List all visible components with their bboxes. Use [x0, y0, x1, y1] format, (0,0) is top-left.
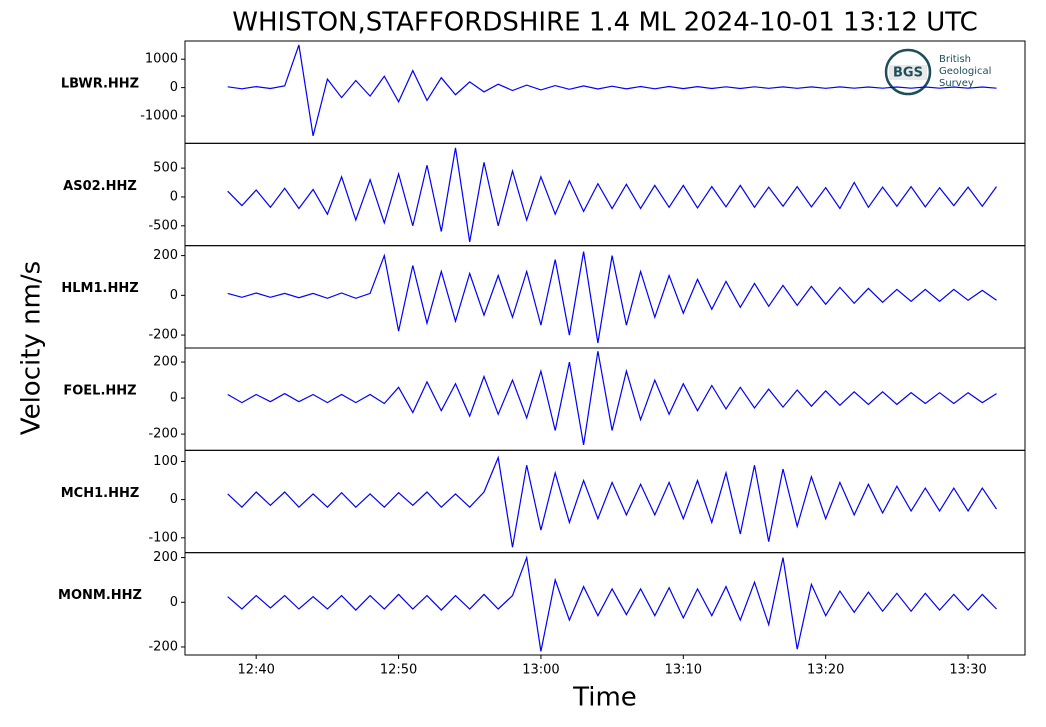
panel-frame: [184, 142, 1026, 247]
y-tick-label: 0: [170, 595, 178, 610]
x-axis-label: Time: [572, 683, 637, 713]
logo: BGS British Geological Survey: [884, 48, 991, 96]
station-label: HLM1.HHZ: [61, 281, 138, 296]
y-tick-label: 200: [153, 248, 178, 263]
y-tick-label: 0: [170, 391, 178, 406]
waveform: [227, 251, 997, 344]
panel-frame: [184, 347, 1026, 451]
x-tick-label: 13:10: [665, 663, 702, 678]
station-label: MONM.HHZ: [58, 588, 142, 603]
logo-text: British: [939, 54, 971, 65]
logo-text: Geological: [939, 66, 991, 77]
x-tick-label: 13:30: [949, 663, 986, 678]
y-tick-label: -100: [148, 530, 178, 545]
y-tick-label: -1000: [140, 109, 178, 124]
y-tick-label: 0: [170, 288, 178, 303]
station-label: LBWR.HHZ: [61, 76, 139, 91]
station-label: AS02.HHZ: [63, 179, 137, 194]
y-tick-label: -200: [148, 639, 178, 654]
panel-frame: [184, 552, 1026, 656]
chart-title: WHISTON,STAFFORDSHIRE 1.4 ML 2024-10-01 …: [232, 8, 977, 38]
logo-text: Survey: [939, 78, 974, 89]
y-tick-label: -200: [148, 427, 178, 442]
waveform: [227, 351, 997, 446]
y-tick-label: 100: [153, 454, 178, 469]
x-tick-label: 13:00: [522, 663, 559, 678]
waveform: [227, 455, 997, 548]
y-tick-label: -200: [148, 328, 178, 343]
y-tick-label: -500: [148, 218, 178, 233]
y-tick-label: 500: [153, 161, 178, 176]
y-tick-label: 0: [170, 492, 178, 507]
x-tick-label: 12:40: [237, 663, 274, 678]
waveform: [227, 44, 997, 137]
station-label: FOEL.HHZ: [63, 383, 136, 398]
y-tick-label: 1000: [145, 52, 178, 67]
logo-abbr: BGS: [893, 66, 923, 81]
y-tick-label: 200: [153, 550, 178, 565]
logo-band: [889, 65, 927, 80]
y-tick-label: 200: [153, 355, 178, 370]
station-label: MCH1.HHZ: [61, 486, 140, 501]
x-tick-label: 12:50: [380, 663, 417, 678]
x-tick-label: 13:20: [807, 663, 844, 678]
waveform: [227, 555, 997, 652]
y-tick-label: 0: [170, 80, 178, 95]
y-tick-label: 0: [170, 189, 178, 204]
waveform: [227, 147, 997, 243]
y-axis-label: Velocity nm/s: [17, 261, 47, 435]
